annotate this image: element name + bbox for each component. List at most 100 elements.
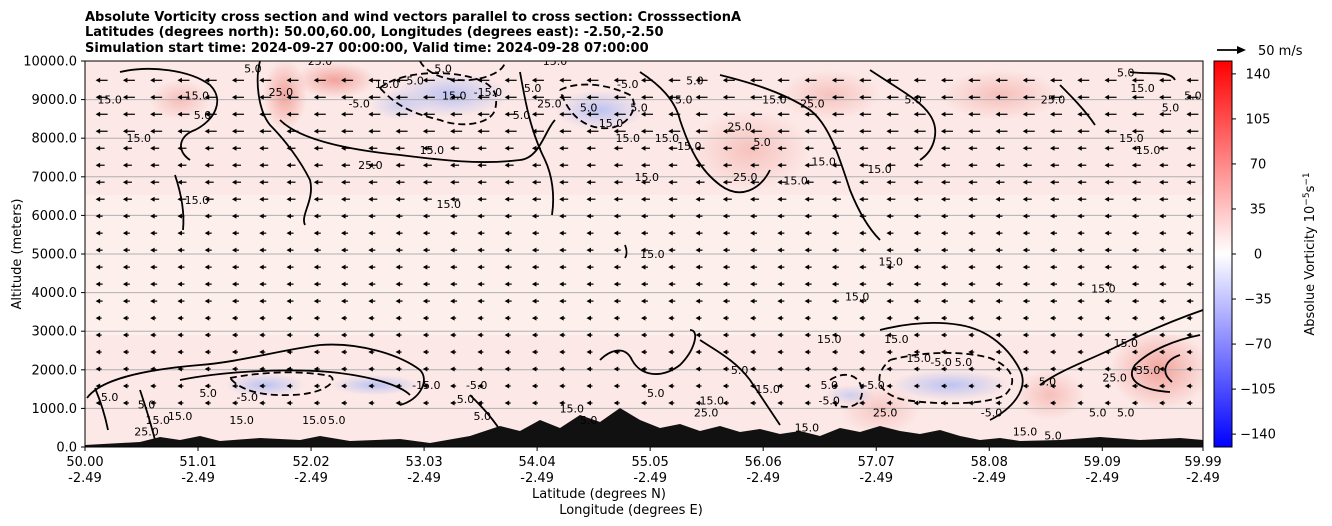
wind-vector <box>750 349 757 355</box>
wind-vector <box>777 383 784 389</box>
wind-vector <box>368 94 381 100</box>
wind-vector <box>668 213 676 219</box>
wind-vector <box>122 179 132 185</box>
wind-vector <box>859 298 867 304</box>
wind-vector <box>231 77 244 83</box>
contour-label: 5.0 <box>199 387 217 400</box>
wind-vector <box>940 111 953 117</box>
wind-vector <box>1159 332 1166 338</box>
wind-vector <box>177 281 185 287</box>
wind-vector <box>1131 162 1141 168</box>
wind-vector <box>995 400 1002 406</box>
contour-line <box>1059 84 1096 126</box>
wind-vector <box>95 77 108 83</box>
wind-vector <box>804 179 814 185</box>
wind-vector <box>395 162 405 168</box>
wind-vector <box>1022 332 1029 338</box>
wind-vector <box>559 213 567 219</box>
wind-vector <box>559 315 566 321</box>
quiver-key: 50 m/s <box>1217 44 1303 59</box>
contour-label: 15.0 <box>97 94 122 107</box>
wind-vector <box>422 332 429 338</box>
wind-vector <box>995 366 1002 372</box>
wind-vector <box>940 281 948 287</box>
wind-vector <box>641 230 648 236</box>
wind-vector <box>95 247 103 253</box>
wind-vector <box>586 77 599 83</box>
wind-vector <box>422 128 435 134</box>
wind-vector <box>722 366 729 372</box>
wind-vector <box>122 230 130 236</box>
wind-vector <box>613 196 623 202</box>
wind-vector <box>886 383 893 389</box>
wind-vector <box>477 230 485 236</box>
wind-vector <box>559 128 572 134</box>
colorbar-tick-label: −140 <box>1240 428 1276 443</box>
wind-vector <box>1050 264 1058 270</box>
wind-vector <box>504 179 514 185</box>
wind-vector <box>1022 264 1030 270</box>
wind-vector <box>450 349 457 355</box>
wind-vector <box>177 145 187 151</box>
wind-vector <box>341 332 348 338</box>
contour-label: 15.0 <box>795 422 820 435</box>
wind-vector <box>1104 94 1117 100</box>
wind-vector <box>886 111 899 117</box>
wind-vector <box>1050 247 1058 253</box>
wind-vector <box>368 213 376 219</box>
wind-vector <box>859 145 869 151</box>
wind-vector <box>1159 162 1169 168</box>
wind-vector <box>368 162 378 168</box>
wind-vector <box>204 349 211 355</box>
x-tick-label-lon: -2.49 <box>407 471 441 486</box>
wind-vector <box>204 111 217 117</box>
wind-vector <box>204 264 212 270</box>
wind-vector <box>831 332 838 338</box>
wind-vector <box>150 94 163 100</box>
wind-vector <box>122 94 135 100</box>
wind-vector <box>859 315 866 321</box>
wind-vector <box>886 264 894 270</box>
wind-vector <box>777 230 785 236</box>
wind-vector <box>95 315 102 321</box>
wind-vector <box>1159 77 1172 83</box>
wind-vector <box>422 94 435 100</box>
wind-vector <box>1022 179 1032 185</box>
colorbar-tick-label: 35 <box>1250 202 1267 217</box>
x-tick-label-lat: 53.03 <box>405 455 442 470</box>
wind-vector <box>777 247 785 253</box>
wind-vector <box>395 77 408 83</box>
wind-vector <box>150 230 158 236</box>
wind-vector <box>695 349 702 355</box>
wind-vector <box>1077 230 1085 236</box>
contour-label: 5.0 <box>138 399 156 412</box>
wind-vector <box>286 315 293 321</box>
wind-vector <box>450 94 463 100</box>
wind-vector <box>750 366 757 372</box>
wind-vector <box>1131 315 1138 321</box>
contour-label: 15.0 <box>677 140 702 153</box>
wind-vector <box>859 77 872 83</box>
wind-vector <box>831 196 841 202</box>
colorbar-label: Absolue Vorticity 10−5s−1 <box>1302 172 1318 335</box>
wind-vector <box>722 315 729 321</box>
wind-vector <box>259 94 272 100</box>
wind-vector <box>804 332 811 338</box>
wind-vector <box>122 264 130 270</box>
wind-vector <box>1077 77 1090 83</box>
wind-vector <box>477 179 487 185</box>
wind-vector <box>204 179 214 185</box>
wind-vector <box>150 145 160 151</box>
wind-vector <box>477 332 484 338</box>
wind-vector <box>150 247 158 253</box>
contour-line <box>94 387 109 431</box>
wind-vector <box>777 281 785 287</box>
wind-vector <box>777 349 784 355</box>
wind-vector <box>750 332 757 338</box>
wind-vector <box>531 349 538 355</box>
wind-vector <box>940 366 947 372</box>
wind-vector <box>995 128 1008 134</box>
contour-label: 15.0 <box>1136 144 1161 157</box>
contour-label: 15.0 <box>867 163 892 176</box>
wind-vector <box>477 349 484 355</box>
